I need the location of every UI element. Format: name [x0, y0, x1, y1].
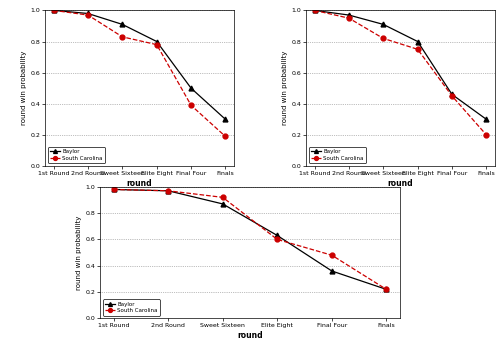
Line: South Carolina: South Carolina	[111, 187, 389, 292]
South Carolina	[222, 134, 228, 138]
South Carolina	[110, 188, 116, 192]
Line: Baylor: Baylor	[312, 8, 489, 122]
Line: Baylor: Baylor	[51, 8, 228, 122]
Baylor	[188, 86, 194, 90]
South Carolina	[85, 13, 91, 17]
Baylor	[380, 22, 386, 27]
South Carolina	[154, 43, 160, 47]
Y-axis label: round win probability: round win probability	[282, 51, 288, 125]
Baylor	[120, 22, 126, 27]
South Carolina	[50, 8, 56, 12]
South Carolina	[120, 35, 126, 39]
South Carolina	[449, 94, 455, 98]
South Carolina	[380, 36, 386, 40]
X-axis label: round: round	[126, 179, 152, 188]
South Carolina	[220, 195, 226, 199]
South Carolina	[312, 8, 318, 12]
Baylor	[484, 117, 490, 121]
Baylor	[274, 234, 280, 238]
South Carolina	[329, 253, 335, 257]
X-axis label: round: round	[388, 179, 413, 188]
Legend: Baylor, South Carolina: Baylor, South Carolina	[308, 147, 366, 163]
Y-axis label: round win probability: round win probability	[22, 51, 28, 125]
Legend: Baylor, South Carolina: Baylor, South Carolina	[103, 299, 160, 316]
Baylor	[449, 92, 455, 97]
South Carolina	[188, 103, 194, 107]
South Carolina	[414, 47, 420, 52]
Baylor	[165, 189, 171, 193]
Baylor	[414, 39, 420, 44]
Baylor	[346, 13, 352, 17]
Baylor	[110, 188, 116, 192]
Line: Baylor: Baylor	[111, 187, 389, 292]
Baylor	[329, 269, 335, 273]
Line: South Carolina: South Carolina	[51, 8, 228, 139]
Y-axis label: round win probability: round win probability	[76, 216, 82, 290]
Baylor	[220, 202, 226, 206]
X-axis label: round: round	[237, 331, 263, 340]
South Carolina	[274, 237, 280, 242]
South Carolina	[484, 133, 490, 137]
Baylor	[312, 8, 318, 12]
South Carolina	[384, 287, 390, 291]
Baylor	[384, 287, 390, 291]
Baylor	[222, 117, 228, 121]
Baylor	[154, 39, 160, 44]
South Carolina	[165, 189, 171, 193]
Line: South Carolina: South Carolina	[312, 8, 489, 137]
South Carolina	[346, 16, 352, 20]
Baylor	[85, 11, 91, 16]
Legend: Baylor, South Carolina: Baylor, South Carolina	[48, 147, 105, 163]
Baylor	[50, 8, 56, 12]
